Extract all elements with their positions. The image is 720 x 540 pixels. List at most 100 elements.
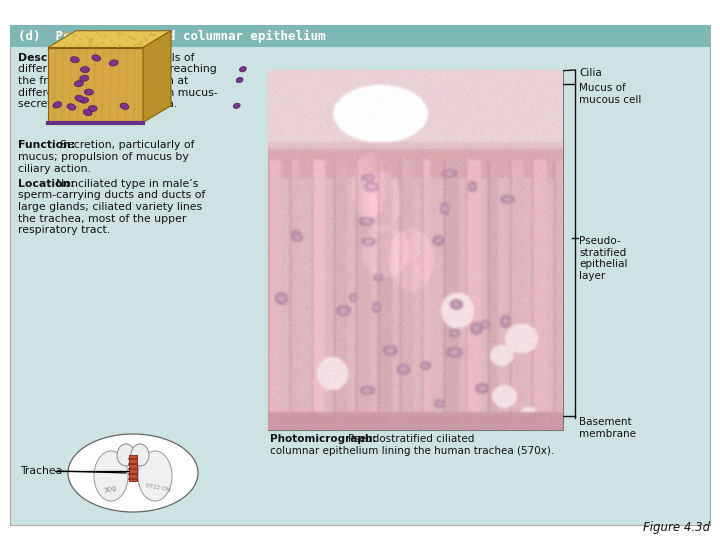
Circle shape [140, 41, 142, 43]
Text: sperm-carrying ducts and ducts of: sperm-carrying ducts and ducts of [18, 191, 205, 200]
Text: respiratory tract.: respiratory tract. [18, 225, 110, 235]
Circle shape [137, 43, 140, 46]
Circle shape [64, 32, 66, 35]
Ellipse shape [84, 89, 94, 95]
Circle shape [73, 39, 75, 41]
Circle shape [130, 37, 132, 39]
Circle shape [147, 43, 150, 45]
Ellipse shape [74, 80, 84, 86]
Circle shape [90, 45, 92, 47]
Text: OT12 Cfg: OT12 Cfg [145, 483, 171, 492]
Circle shape [130, 37, 132, 39]
Ellipse shape [240, 66, 246, 72]
Circle shape [91, 38, 93, 41]
Circle shape [153, 34, 155, 36]
Circle shape [92, 45, 94, 48]
Ellipse shape [53, 102, 62, 108]
Circle shape [74, 34, 76, 36]
Circle shape [117, 32, 120, 35]
Circle shape [67, 32, 69, 34]
Text: 30g: 30g [103, 485, 117, 494]
Circle shape [64, 37, 66, 39]
Bar [268, 70, 563, 430]
Text: Mucus of
mucous cell: Mucus of mucous cell [579, 83, 642, 105]
Circle shape [134, 45, 137, 48]
Text: differing heights, some not reaching: differing heights, some not reaching [18, 64, 217, 75]
Text: Basement
membrane: Basement membrane [579, 417, 636, 438]
Circle shape [145, 38, 148, 40]
Circle shape [149, 34, 151, 36]
Ellipse shape [120, 103, 129, 110]
Ellipse shape [117, 444, 135, 466]
Text: Cilia: Cilia [579, 68, 602, 78]
Ellipse shape [94, 451, 128, 501]
Circle shape [86, 36, 88, 38]
Text: Photomicrograph:: Photomicrograph: [270, 434, 377, 444]
Text: Pseudo-
stratified
epithelial
layer: Pseudo- stratified epithelial layer [579, 236, 628, 281]
Text: Location:: Location: [18, 179, 75, 189]
Text: secreting cells and bear cilia.: secreting cells and bear cilia. [18, 99, 177, 109]
Circle shape [88, 38, 90, 40]
Circle shape [90, 41, 93, 44]
Circle shape [90, 38, 92, 40]
Circle shape [98, 42, 100, 44]
Circle shape [153, 35, 156, 37]
Text: Figure 4.3d: Figure 4.3d [643, 521, 710, 534]
Ellipse shape [236, 77, 243, 83]
Ellipse shape [68, 434, 198, 512]
Circle shape [119, 44, 122, 46]
Ellipse shape [233, 103, 240, 109]
Text: the free surface; nuclei seen at: the free surface; nuclei seen at [18, 76, 188, 86]
Circle shape [91, 38, 93, 40]
Circle shape [83, 45, 85, 48]
Ellipse shape [80, 75, 89, 81]
Bar [10, 25, 710, 47]
Circle shape [119, 44, 121, 46]
Text: (d)  Pseudostratified columnar epithelium: (d) Pseudostratified columnar epithelium [18, 30, 325, 43]
Circle shape [80, 38, 82, 41]
Polygon shape [48, 31, 171, 48]
Circle shape [63, 45, 66, 47]
Circle shape [113, 43, 115, 46]
Text: the trachea, most of the upper: the trachea, most of the upper [18, 213, 186, 224]
Text: Secretion, particularly of: Secretion, particularly of [60, 140, 194, 151]
Ellipse shape [88, 106, 97, 112]
Circle shape [134, 43, 137, 46]
Ellipse shape [84, 109, 92, 116]
Text: Description:: Description: [18, 53, 93, 63]
Circle shape [143, 37, 145, 39]
Bar [129, 455, 137, 481]
Ellipse shape [79, 97, 89, 103]
Text: Trachea: Trachea [20, 466, 62, 476]
Circle shape [126, 39, 128, 42]
Circle shape [121, 33, 123, 35]
Text: Function:: Function: [18, 140, 76, 151]
Text: large glands; ciliated variety lines: large glands; ciliated variety lines [18, 202, 202, 212]
Circle shape [66, 33, 68, 35]
Text: ciliary action.: ciliary action. [18, 164, 91, 173]
Circle shape [134, 39, 137, 41]
Text: Single layer of cells of: Single layer of cells of [74, 53, 194, 63]
Text: Nonciliated type in male’s: Nonciliated type in male’s [56, 179, 199, 189]
Text: mucus; propulsion of mucus by: mucus; propulsion of mucus by [18, 152, 189, 162]
Circle shape [118, 36, 120, 38]
Ellipse shape [71, 57, 79, 63]
Circle shape [140, 43, 143, 45]
Circle shape [96, 32, 99, 34]
Circle shape [89, 40, 91, 43]
Ellipse shape [67, 104, 76, 110]
Circle shape [89, 44, 91, 46]
Ellipse shape [75, 95, 84, 102]
Circle shape [72, 35, 75, 38]
Circle shape [76, 44, 78, 46]
Circle shape [117, 45, 120, 48]
Circle shape [104, 34, 107, 37]
Ellipse shape [109, 60, 118, 66]
Circle shape [69, 43, 71, 46]
Circle shape [95, 44, 97, 47]
Polygon shape [48, 48, 143, 123]
Circle shape [110, 40, 113, 42]
Circle shape [102, 42, 104, 44]
Circle shape [133, 38, 135, 40]
Ellipse shape [131, 444, 149, 466]
